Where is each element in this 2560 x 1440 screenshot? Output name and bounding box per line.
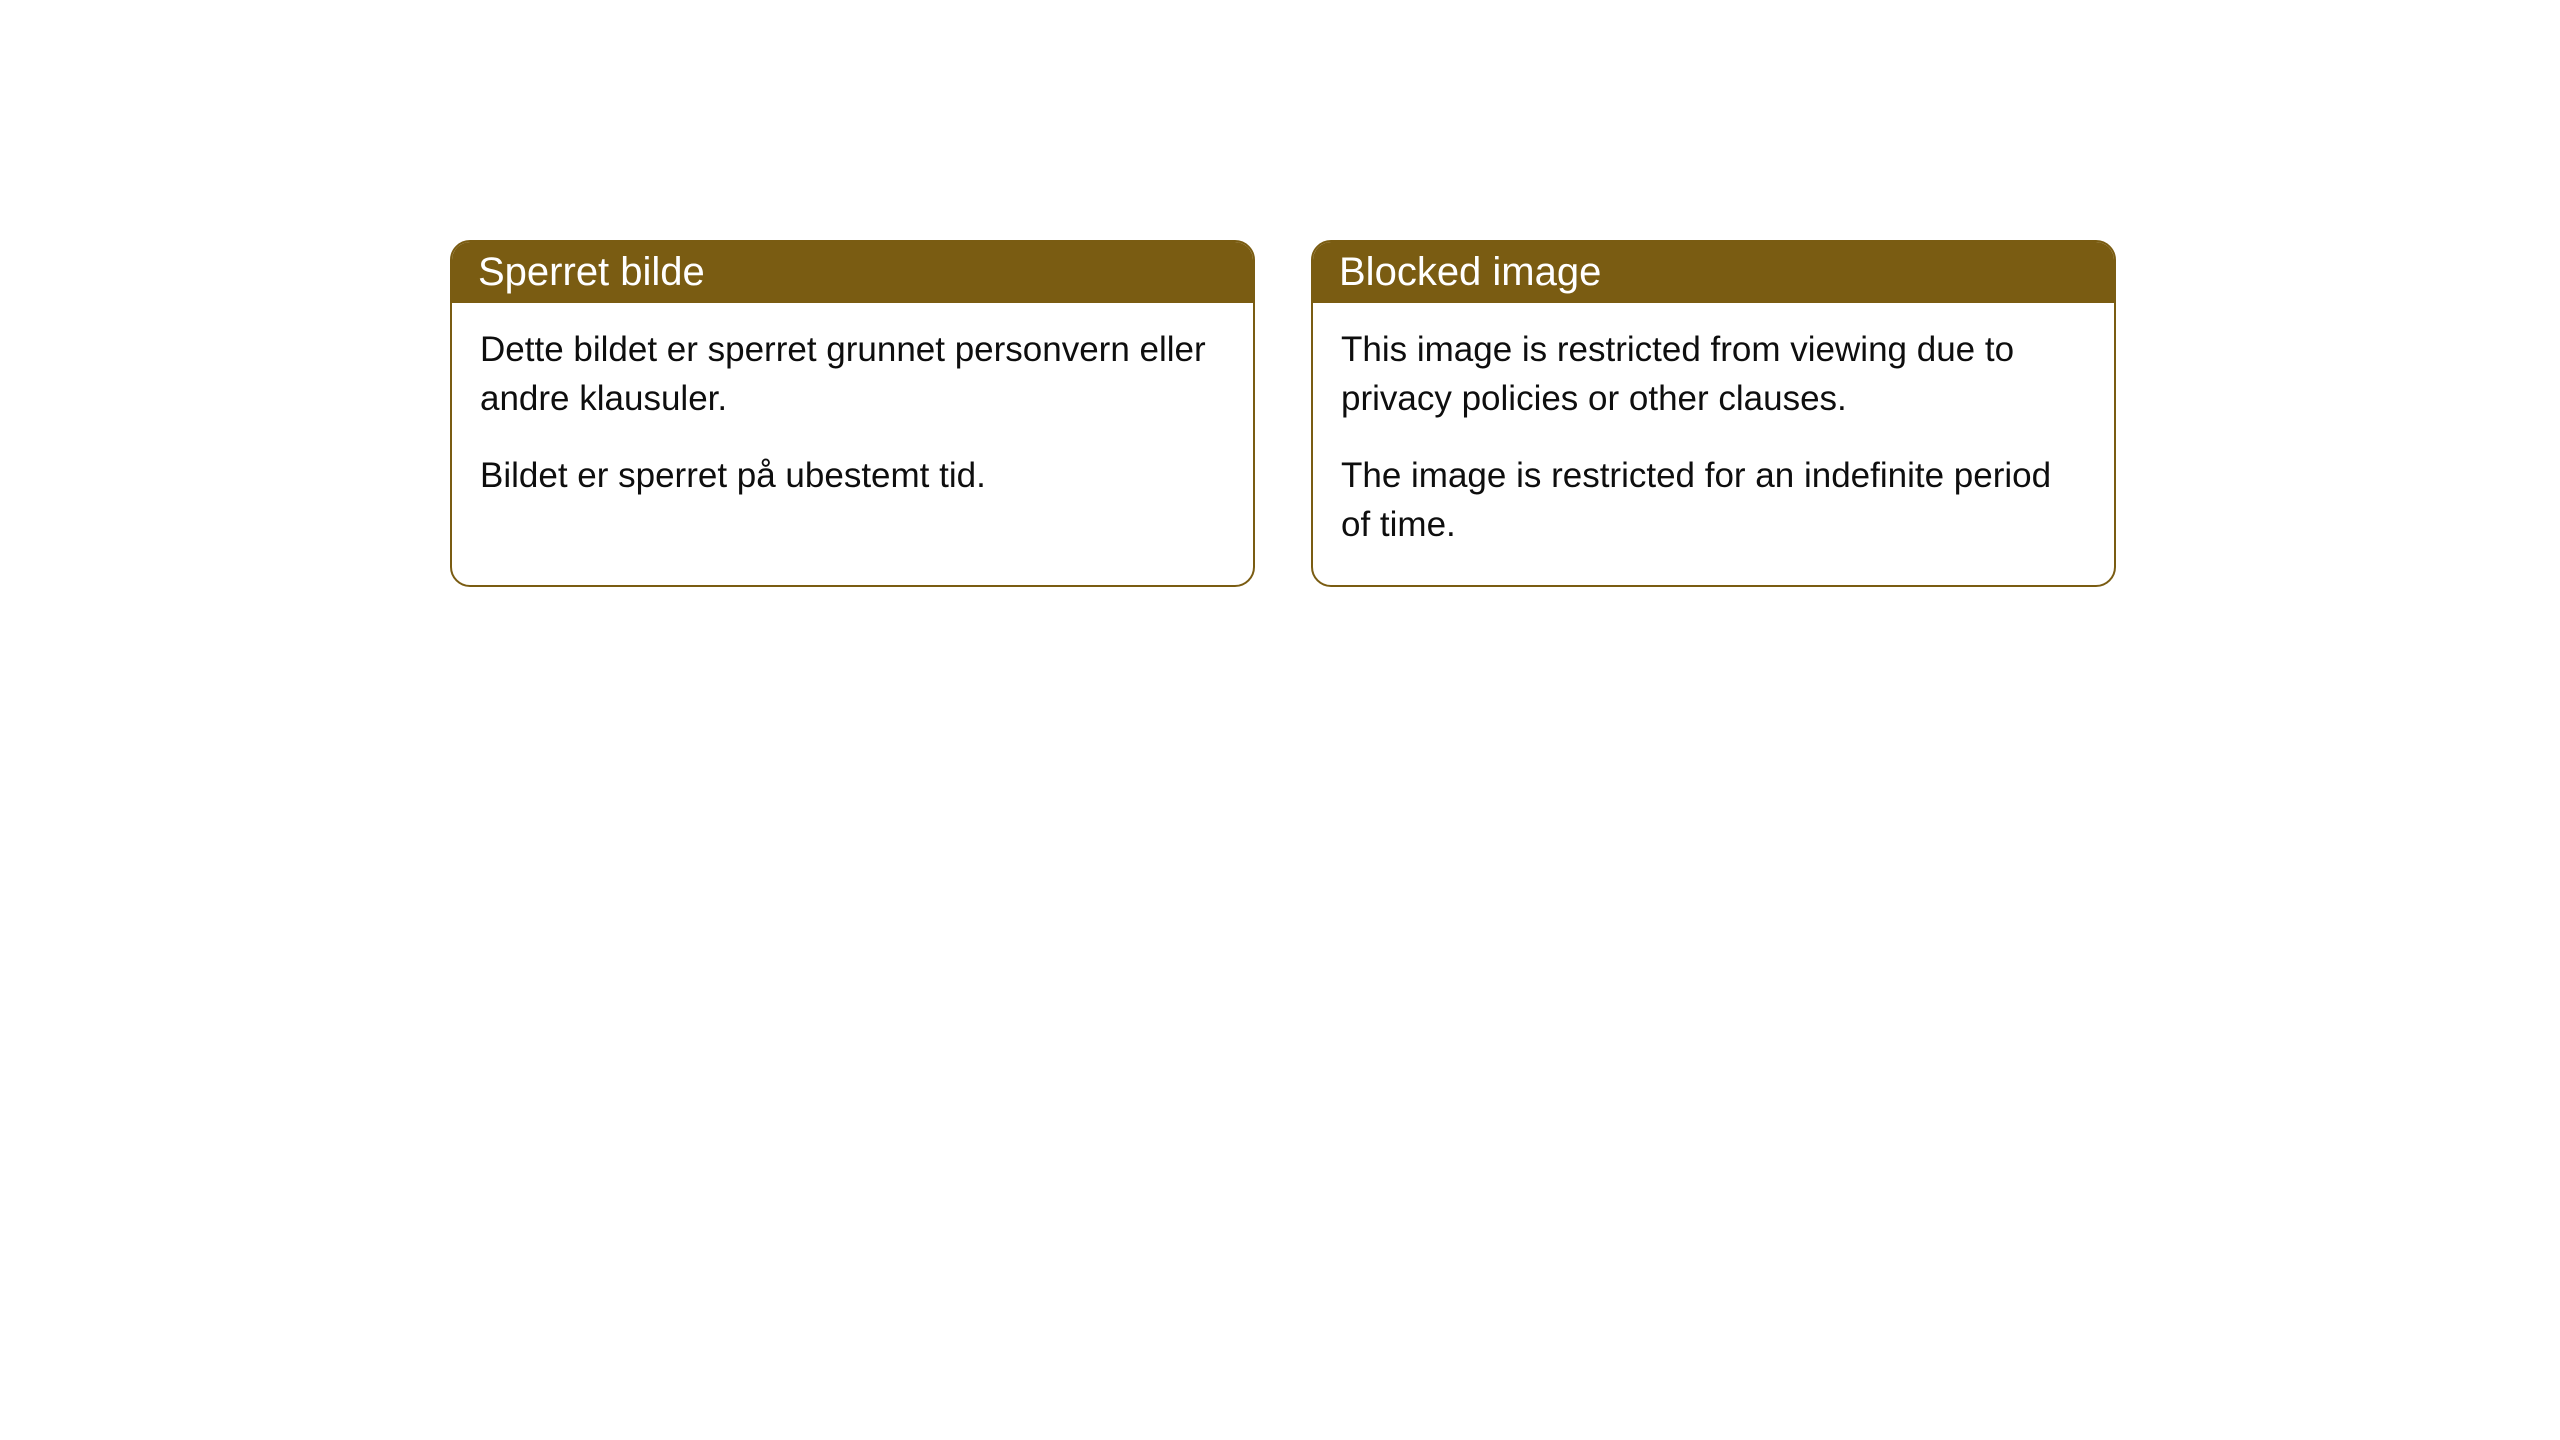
- card-paragraph: Bildet er sperret på ubestemt tid.: [480, 451, 1225, 500]
- card-title: Sperret bilde: [478, 250, 705, 294]
- blocked-image-card-english: Blocked image This image is restricted f…: [1311, 240, 2116, 587]
- card-paragraph: Dette bildet er sperret grunnet personve…: [480, 325, 1225, 423]
- card-body: Dette bildet er sperret grunnet personve…: [452, 303, 1253, 536]
- card-paragraph: The image is restricted for an indefinit…: [1341, 451, 2086, 549]
- blocked-image-cards: Sperret bilde Dette bildet er sperret gr…: [450, 240, 2560, 587]
- card-header: Blocked image: [1313, 242, 2114, 303]
- card-header: Sperret bilde: [452, 242, 1253, 303]
- card-paragraph: This image is restricted from viewing du…: [1341, 325, 2086, 423]
- card-body: This image is restricted from viewing du…: [1313, 303, 2114, 585]
- blocked-image-card-norwegian: Sperret bilde Dette bildet er sperret gr…: [450, 240, 1255, 587]
- card-title: Blocked image: [1339, 250, 1601, 294]
